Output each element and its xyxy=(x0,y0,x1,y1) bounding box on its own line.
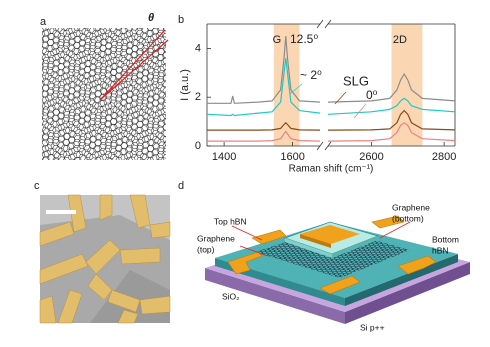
legend-arrow xyxy=(289,83,303,95)
spectrum xyxy=(327,109,456,131)
band-label: G xyxy=(273,34,282,46)
x-tick-label: 1400 xyxy=(212,151,236,163)
legend-label: 12.5⁰ xyxy=(290,32,318,46)
angle-line xyxy=(99,29,166,101)
panel-label: d xyxy=(178,180,184,192)
y-tick-label: 4 xyxy=(195,42,201,54)
micrograph xyxy=(39,194,171,324)
y-tick-label: 2 xyxy=(195,91,201,103)
spectrum xyxy=(327,122,456,142)
y-axis-label: I (a.u.) xyxy=(179,69,191,101)
x-tick-label: 1600 xyxy=(280,151,304,163)
legend-arrow xyxy=(353,103,367,119)
axis-break xyxy=(316,19,324,29)
x-tick-label: 2800 xyxy=(432,151,456,163)
legend-arrow xyxy=(334,91,347,105)
y-tick-label: 0 xyxy=(195,140,201,152)
band-label: 2D xyxy=(393,34,407,46)
x-axis-label: Raman shift (cm⁻¹) xyxy=(289,164,374,175)
legend-label: 0⁰ xyxy=(366,88,378,102)
axis-break xyxy=(316,141,324,151)
device-label: Top hBN xyxy=(214,216,247,226)
device-schematic xyxy=(205,215,470,324)
panel-label: c xyxy=(34,180,40,192)
device-label: (top) xyxy=(197,244,215,254)
legend-label: ~ 2⁰ xyxy=(300,68,322,82)
device-label: (bottom) xyxy=(392,213,424,223)
device-label: Graphene xyxy=(392,202,430,212)
device-label: SiO₂ xyxy=(222,291,239,301)
spectrum xyxy=(327,72,456,103)
raman-chart: G 2D 0 2 4 1400 1600 2600 2800 Raman shift (cm⁻¹)… xyxy=(179,19,456,175)
spectrum xyxy=(327,97,456,115)
spectrum xyxy=(207,130,321,142)
angle-label: θ xyxy=(148,12,154,24)
device-label: Graphene xyxy=(197,233,235,243)
spectrum xyxy=(206,58,321,117)
device-label: Si p++ xyxy=(360,322,385,332)
device-label: hBN xyxy=(432,245,449,255)
moire-lattice xyxy=(42,28,166,160)
spectrum xyxy=(207,36,321,104)
device-labels: Top hBNGraphene(top)Graphene(bottom)Bott… xyxy=(197,202,459,332)
axis-break xyxy=(324,141,332,151)
spectrum xyxy=(207,121,321,131)
axis-break xyxy=(324,19,332,29)
panel-label: a xyxy=(40,16,47,28)
x-tick-label: 2600 xyxy=(359,151,383,163)
legend-label: SLG xyxy=(343,73,369,88)
panel-label: b xyxy=(178,14,184,26)
angle-line xyxy=(99,39,169,101)
device-label: Bottom xyxy=(432,234,459,244)
